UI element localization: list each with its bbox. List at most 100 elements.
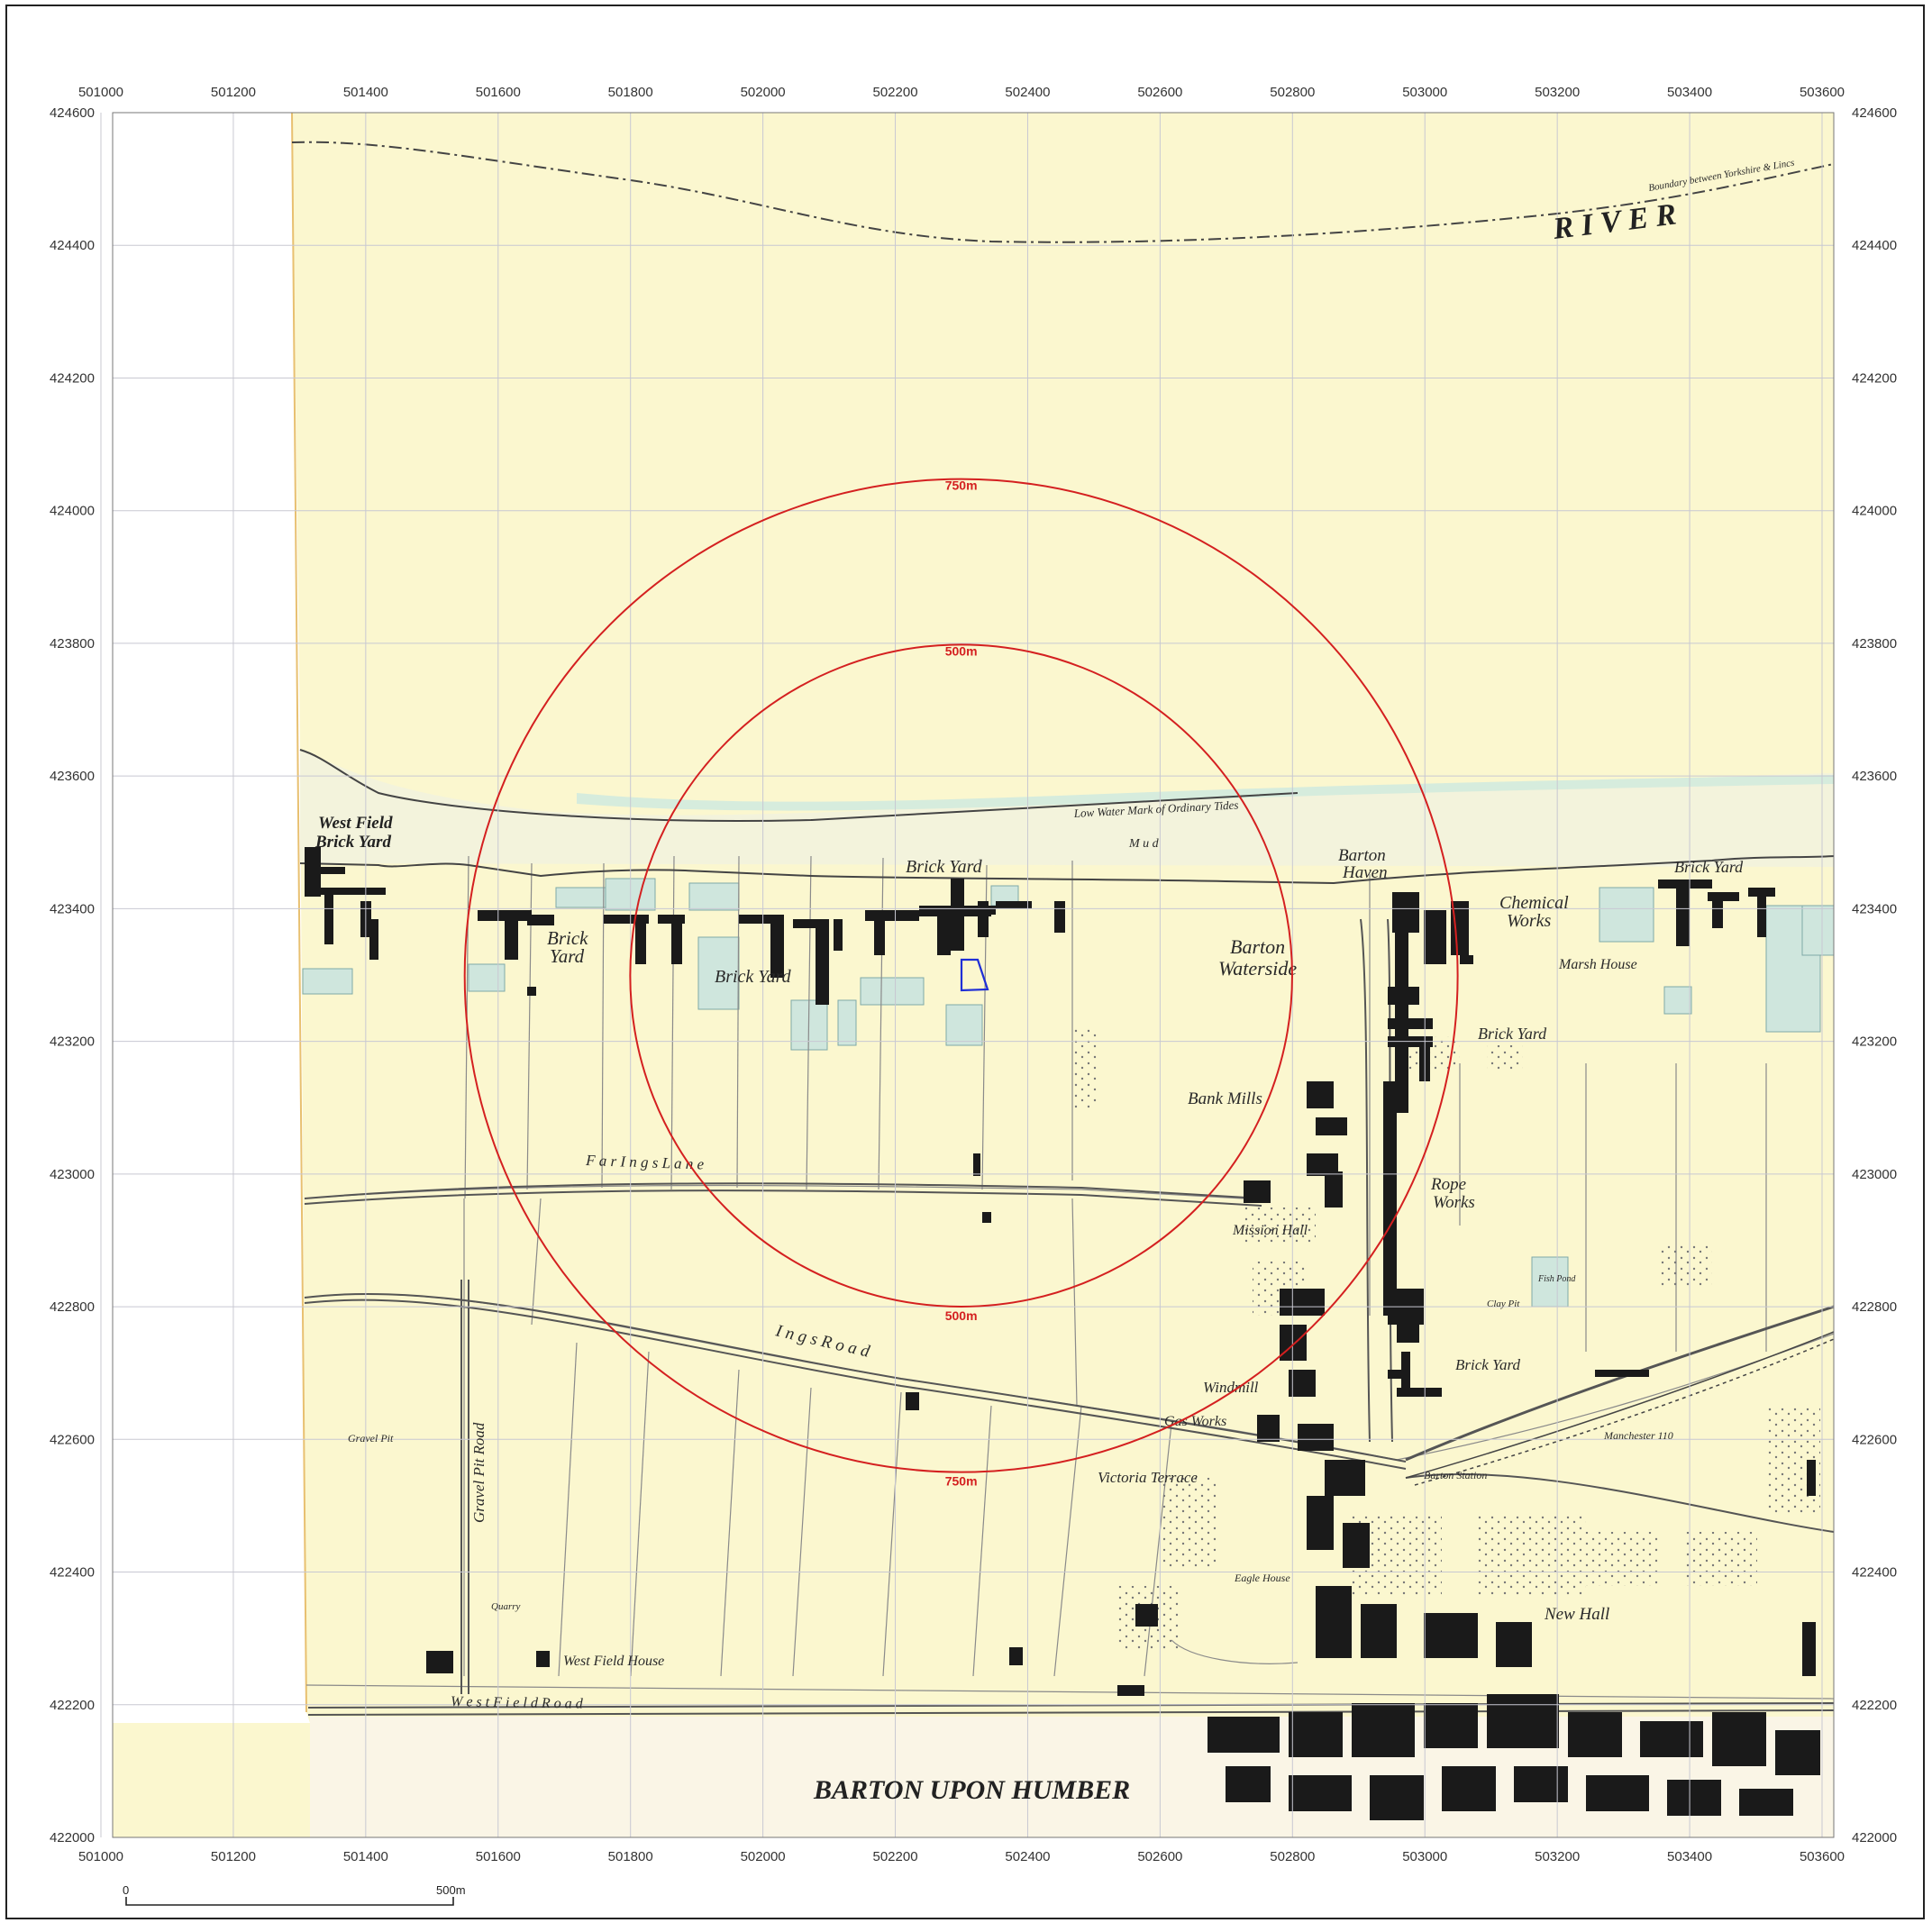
label-mission-hall: Mission Hall	[1232, 1223, 1308, 1238]
water-features	[302, 878, 1835, 1308]
x-tick-label-top: 503600	[1800, 85, 1845, 100]
x-tick-label-bottom: 503400	[1667, 1849, 1712, 1864]
y-tick-label-right: 424200	[1852, 370, 1897, 386]
railway	[1405, 1331, 1835, 1486]
y-tick-label-left: 423200	[50, 1034, 95, 1050]
scale-bar: 0 500m	[123, 1883, 466, 1906]
x-tick-label-bottom: 502600	[1137, 1849, 1182, 1864]
label-west-field: West Field	[318, 814, 393, 833]
x-tick-label-top: 501600	[476, 85, 521, 100]
y-tick-label-right: 424600	[1852, 105, 1897, 121]
x-tick-label-top: 501400	[343, 85, 388, 100]
x-tick-label-bottom: 502200	[873, 1849, 918, 1864]
buildings	[305, 847, 1816, 1696]
y-tick-label-right: 422400	[1852, 1565, 1897, 1581]
y-tick-label-right: 423400	[1852, 901, 1897, 916]
y-tick-label-left: 422400	[50, 1565, 95, 1581]
y-tick-label-left: 424400	[50, 238, 95, 253]
county-boundary	[291, 141, 1835, 243]
x-tick-label-bottom: 501000	[78, 1849, 123, 1864]
label-quarry: Quarry	[491, 1601, 521, 1612]
x-tick-label-bottom: 503200	[1535, 1849, 1580, 1864]
y-tick-label-right: 424400	[1852, 238, 1897, 253]
label-chemical-works-2: Works	[1507, 911, 1551, 931]
label-west-field-brick-yard: Brick Yard	[314, 833, 391, 852]
label-rope-works: Rope	[1430, 1175, 1466, 1194]
y-tick-label-left: 423800	[50, 636, 95, 652]
label-brick-yard-1b: Yard	[550, 945, 585, 967]
y-axis-left: 424600 424400 424200 424000 423800 423600 4234…	[50, 105, 95, 1846]
label-mud: M u d	[1128, 837, 1160, 851]
map-border	[112, 112, 1835, 1838]
label-rope-works-2: Works	[1433, 1193, 1475, 1212]
y-tick-label-right: 422800	[1852, 1299, 1897, 1315]
label-chemical-works: Chemical	[1499, 893, 1569, 913]
y-tick-label-left: 424000	[50, 504, 95, 519]
buffer-ring-500	[629, 643, 1293, 1308]
label-barton-haven: Barton	[1338, 846, 1386, 865]
x-tick-label-top: 502600	[1137, 85, 1182, 100]
label-marsh-house: Marsh House	[1558, 957, 1637, 972]
label-eagle-house: Eagle House	[1234, 1572, 1290, 1584]
place-labels: R I V E R Boundary between Yorkshire & L…	[314, 158, 1795, 1805]
y-tick-label-left: 423600	[50, 769, 95, 784]
y-tick-label-left: 422200	[50, 1698, 95, 1713]
label-gas-works: Gas Works	[1164, 1414, 1226, 1429]
label-brick-yard-3: Brick Yard	[906, 857, 983, 877]
label-barton-haven-2: Haven	[1342, 863, 1388, 882]
x-tick-label-top: 503400	[1667, 85, 1712, 100]
label-west-field-road: W e s t F i e l d R o a d	[451, 1694, 584, 1712]
y-tick-label-left: 422800	[50, 1299, 95, 1315]
label-brick-yard-1: Brick	[547, 927, 588, 949]
x-tick-label-top: 503200	[1535, 85, 1580, 100]
y-tick-label-left: 424600	[50, 105, 95, 121]
label-west-field-house: West Field House	[563, 1654, 664, 1669]
buffer-ring-750	[463, 478, 1459, 1473]
label-barton-waterside: Barton	[1230, 935, 1285, 958]
label-brick-yard-e: Brick Yard	[1478, 1025, 1547, 1043]
x-tick-label-bottom: 503000	[1402, 1849, 1447, 1864]
label-brick-yard-ne: Brick Yard	[1674, 858, 1744, 876]
label-farings-lane: F a r I n g s L a n e	[585, 1152, 705, 1173]
x-tick-label-bottom: 501200	[211, 1849, 256, 1864]
label-brick-yard-se: Brick Yard	[1455, 1356, 1520, 1373]
x-tick-label-bottom: 501600	[476, 1849, 521, 1864]
y-tick-label-left: 423000	[50, 1167, 95, 1182]
y-tick-label-right: 422000	[1852, 1830, 1897, 1846]
label-new-hall: New Hall	[1544, 1605, 1609, 1624]
label-town-name: BARTON UPON HUMBER	[813, 1775, 1130, 1805]
y-tick-label-left: 422000	[50, 1830, 95, 1846]
y-tick-label-left: 423400	[50, 901, 95, 916]
x-axis-top: 501000 501200 501400 501600 501800 502000 5022…	[78, 85, 1845, 100]
map-frame	[5, 5, 1925, 1919]
y-tick-label-right: 423600	[1852, 769, 1897, 784]
label-gravel-pit: Gravel Pit	[348, 1432, 394, 1445]
x-tick-label-top: 503000	[1402, 85, 1447, 100]
buffer-label-bottom: 500m	[945, 1308, 978, 1323]
label-victoria-terrace: Victoria Terrace	[1098, 1469, 1198, 1486]
label-manchester: Manchester 110	[1603, 1429, 1673, 1442]
label-clay-pit: Clay Pit	[1487, 1299, 1520, 1309]
x-tick-label-top: 501000	[78, 85, 123, 100]
y-tick-label-right: 422600	[1852, 1432, 1897, 1447]
x-tick-label-top: 502800	[1270, 85, 1315, 100]
x-tick-label-top: 502400	[1005, 85, 1050, 100]
y-tick-label-right: 423000	[1852, 1167, 1897, 1182]
buffer-label-top: 750m	[945, 478, 978, 493]
x-tick-label-bottom: 502400	[1005, 1849, 1050, 1864]
x-tick-label-top: 501800	[608, 85, 653, 100]
y-tick-label-left: 424200	[50, 370, 95, 386]
site-boundary[interactable]	[960, 958, 989, 992]
label-barton-station: Barton Station	[1424, 1469, 1487, 1481]
buffer-rings: 500m 500m 750m 750m	[463, 478, 1459, 1489]
x-tick-label-bottom: 503600	[1800, 1849, 1845, 1864]
scale-bar-start: 0	[123, 1883, 129, 1897]
scale-bar-end: 500m	[436, 1883, 466, 1897]
label-gravel-pit-road: Gravel Pit Road	[470, 1422, 488, 1523]
x-tick-label-bottom: 502000	[741, 1849, 786, 1864]
label-barton-waterside-2: Waterside	[1218, 957, 1297, 980]
label-bank-mills: Bank Mills	[1188, 1089, 1262, 1108]
label-fish-pond: Fish Pond	[1537, 1274, 1576, 1284]
x-tick-label-top: 501200	[211, 85, 256, 100]
